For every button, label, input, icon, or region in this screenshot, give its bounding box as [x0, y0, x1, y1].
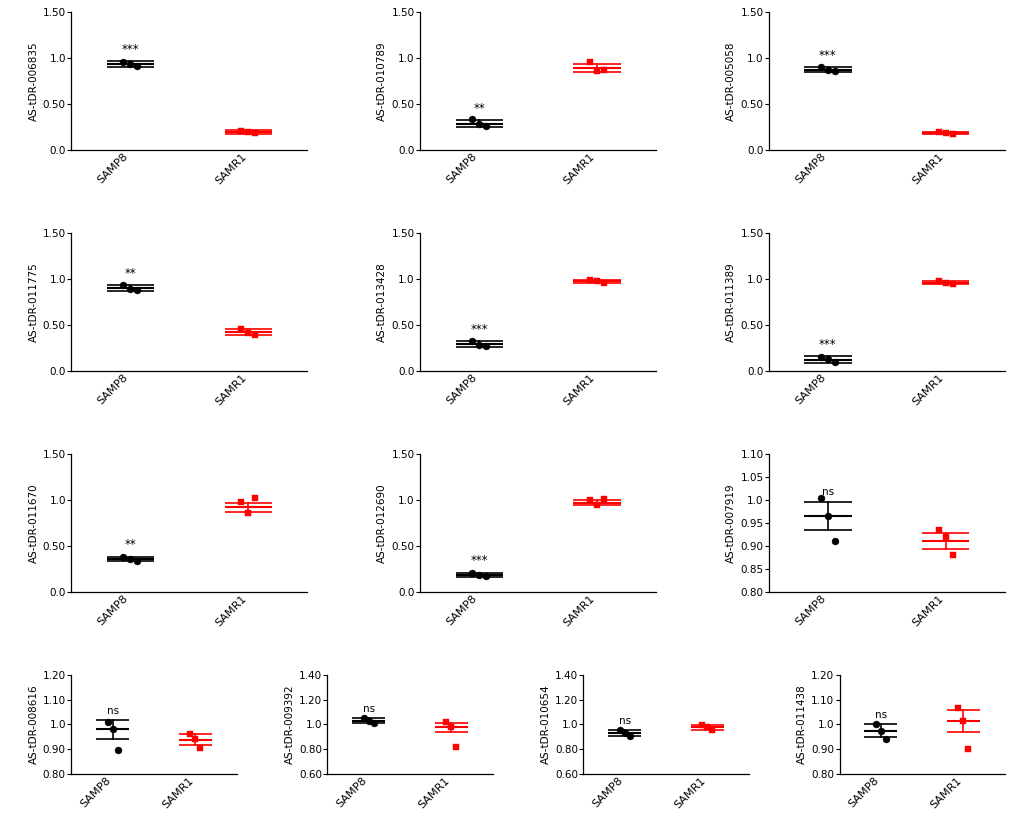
Y-axis label: AS-tDR-005058: AS-tDR-005058 [726, 41, 736, 121]
Y-axis label: AS-tDR-006835: AS-tDR-006835 [29, 41, 39, 121]
Text: **: ** [124, 267, 137, 280]
Y-axis label: AS-tDR-011438: AS-tDR-011438 [796, 685, 806, 764]
Y-axis label: AS-tDR-012690: AS-tDR-012690 [377, 483, 387, 563]
Text: **: ** [473, 102, 484, 115]
Text: ns: ns [107, 706, 118, 716]
Text: ***: *** [818, 337, 836, 351]
Text: ns: ns [821, 486, 834, 496]
Text: ***: *** [470, 554, 487, 568]
Text: ***: *** [470, 323, 487, 336]
Text: ***: *** [818, 48, 836, 61]
Text: ns: ns [619, 716, 630, 726]
Y-axis label: AS-tDR-011389: AS-tDR-011389 [726, 262, 736, 342]
Text: ***: *** [121, 43, 139, 56]
Text: ns: ns [363, 704, 374, 714]
Y-axis label: AS-tDR-010789: AS-tDR-010789 [377, 41, 387, 121]
Y-axis label: AS-tDR-011670: AS-tDR-011670 [29, 483, 39, 563]
Y-axis label: AS-tDR-010654: AS-tDR-010654 [540, 685, 550, 764]
Y-axis label: AS-tDR-009392: AS-tDR-009392 [284, 685, 294, 764]
Y-axis label: AS-tDR-008616: AS-tDR-008616 [29, 685, 39, 764]
Y-axis label: AS-tDR-011775: AS-tDR-011775 [29, 262, 39, 342]
Y-axis label: AS-tDR-013428: AS-tDR-013428 [377, 262, 387, 342]
Text: **: ** [124, 538, 137, 551]
Text: ns: ns [874, 710, 886, 721]
Y-axis label: AS-tDR-007919: AS-tDR-007919 [726, 483, 736, 563]
